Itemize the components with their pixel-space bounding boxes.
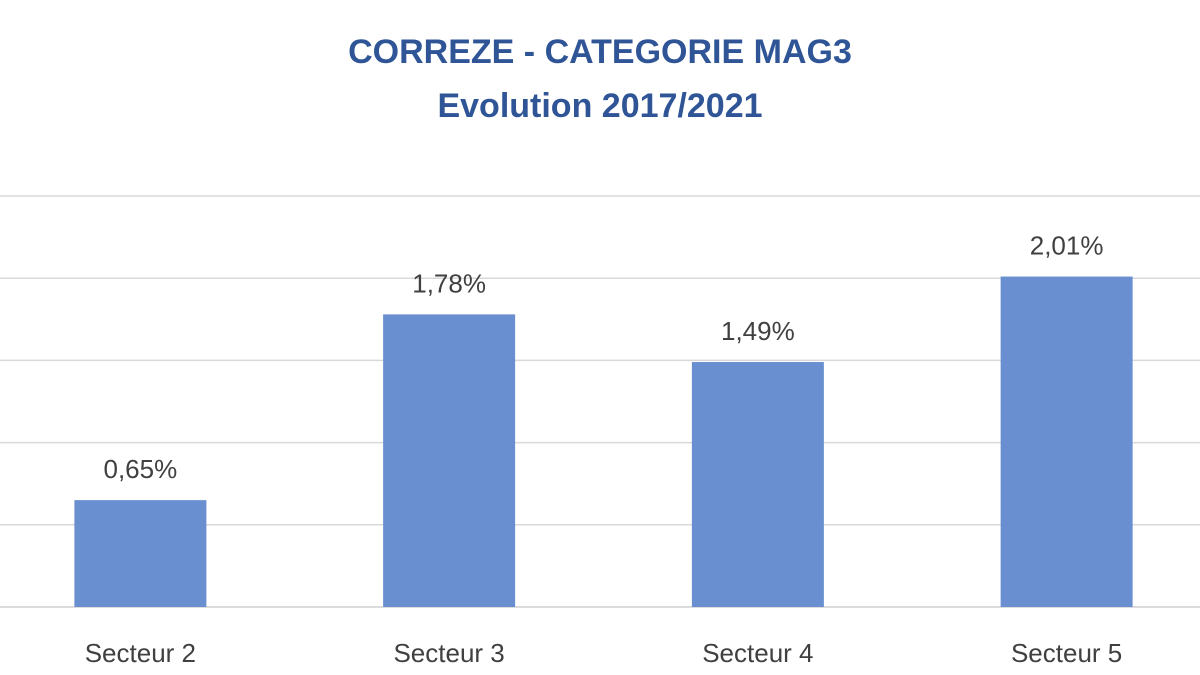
x-tick-labels: Secteur 2 Secteur 3 Secteur 4 Secteur 5 <box>85 638 1123 668</box>
x-tick-label: Secteur 5 <box>1011 638 1122 668</box>
bars <box>74 276 1133 607</box>
data-label: 1,49% <box>721 316 795 346</box>
x-tick-label: Secteur 4 <box>702 638 813 668</box>
chart-title: CORREZE - CATEGORIE MAG3 <box>348 33 852 71</box>
x-tick-label: Secteur 2 <box>85 638 196 668</box>
bar <box>691 362 824 607</box>
data-label: 0,65% <box>104 454 178 484</box>
data-labels: 0,65% 1,78% 1,49% 2,01% <box>104 231 1104 485</box>
x-tick-label: Secteur 3 <box>393 638 504 668</box>
bar <box>383 314 516 607</box>
data-label: 2,01% <box>1030 231 1104 261</box>
bar <box>74 500 207 607</box>
data-label: 1,78% <box>412 268 486 298</box>
chart-subtitle: Evolution 2017/2021 <box>437 87 763 125</box>
bar <box>1000 276 1133 607</box>
